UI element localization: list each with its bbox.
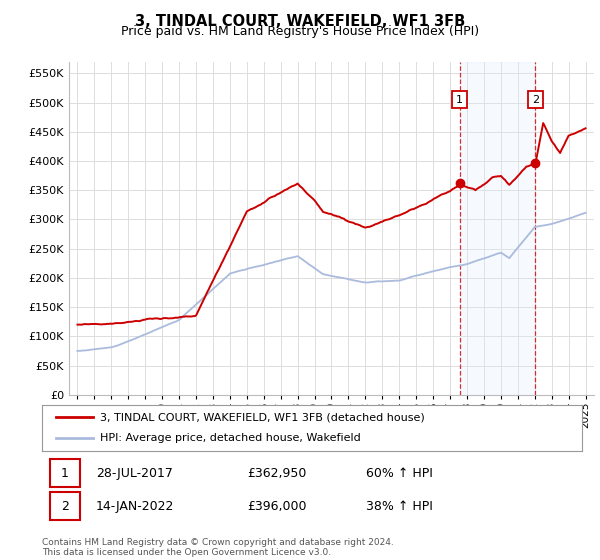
Text: £362,950: £362,950 <box>247 466 307 480</box>
Bar <box>460 62 535 395</box>
Text: HPI: Average price, detached house, Wakefield: HPI: Average price, detached house, Wake… <box>100 433 361 444</box>
Text: 1: 1 <box>61 466 69 480</box>
Text: 14-JAN-2022: 14-JAN-2022 <box>96 500 175 512</box>
Text: £396,000: £396,000 <box>247 500 307 512</box>
Text: 2: 2 <box>61 500 69 512</box>
Text: 2: 2 <box>532 95 539 105</box>
FancyBboxPatch shape <box>50 492 80 520</box>
FancyBboxPatch shape <box>50 459 80 487</box>
Text: 1: 1 <box>456 95 463 105</box>
Text: Contains HM Land Registry data © Crown copyright and database right 2024.
This d: Contains HM Land Registry data © Crown c… <box>42 538 394 557</box>
Text: 28-JUL-2017: 28-JUL-2017 <box>96 466 173 480</box>
Text: 3, TINDAL COURT, WAKEFIELD, WF1 3FB: 3, TINDAL COURT, WAKEFIELD, WF1 3FB <box>135 14 465 29</box>
Text: 3, TINDAL COURT, WAKEFIELD, WF1 3FB (detached house): 3, TINDAL COURT, WAKEFIELD, WF1 3FB (det… <box>100 412 425 422</box>
Text: Price paid vs. HM Land Registry's House Price Index (HPI): Price paid vs. HM Land Registry's House … <box>121 25 479 38</box>
Text: 60% ↑ HPI: 60% ↑ HPI <box>366 466 433 480</box>
Text: 38% ↑ HPI: 38% ↑ HPI <box>366 500 433 512</box>
